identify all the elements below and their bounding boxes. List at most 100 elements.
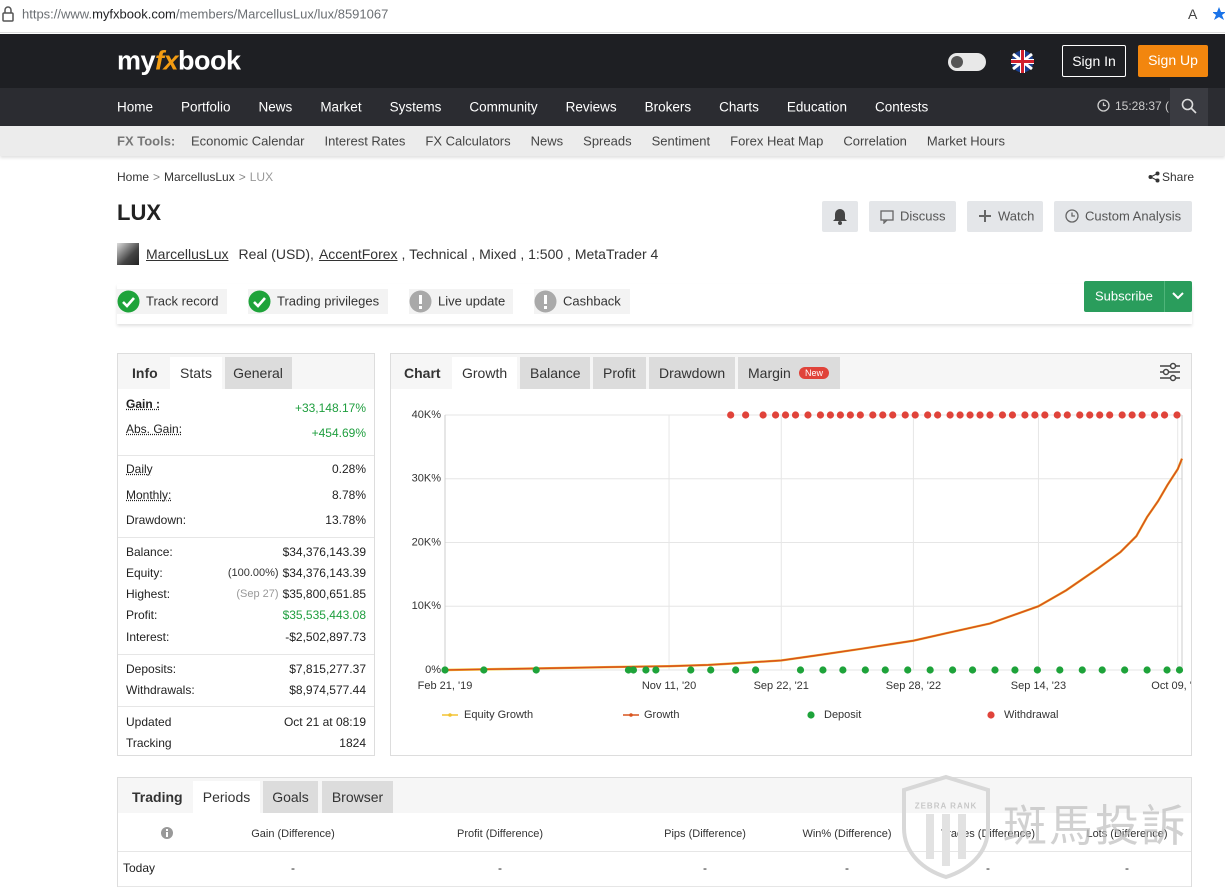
owner-avatar [117, 243, 139, 265]
periods-tab[interactable]: Goals [272, 789, 309, 805]
system-details: MarcellusLux Real (USD), AccentForex, Tech… [146, 246, 658, 262]
event-dot [901, 411, 909, 419]
nav-item[interactable]: Portfolio [181, 99, 231, 115]
event-dot [1106, 411, 1114, 419]
legend-label[interactable]: Growth [644, 709, 679, 721]
chart-tab[interactable]: Growth [462, 365, 508, 381]
tool-link[interactable]: Correlation [843, 133, 907, 149]
event-dot [881, 666, 889, 674]
tool-link[interactable]: FX Calculators [425, 133, 511, 149]
event-dot [1008, 411, 1017, 419]
legend-label[interactable]: Equity Growth [464, 709, 533, 721]
nav-item[interactable]: Home [117, 99, 154, 115]
sign-up-label[interactable]: Sign Up [1148, 52, 1198, 68]
event-dot [879, 411, 887, 419]
stat-label: Tracking [126, 736, 172, 750]
stat-number: $34,376,143.39 [282, 566, 366, 580]
sign-in-label[interactable]: Sign In [1072, 53, 1116, 69]
periods-tab[interactable]: Browser [331, 789, 384, 805]
periods-tab-bg[interactable] [263, 781, 318, 813]
event-dot [1128, 411, 1136, 419]
legend-label[interactable]: Withdrawal [1004, 709, 1058, 721]
chart-panel [390, 353, 1192, 756]
legend-label[interactable]: Deposit [824, 709, 861, 721]
chart-tab[interactable]: Profit [603, 365, 636, 381]
badge-label: Cashback [563, 293, 621, 309]
tool-link[interactable]: News [530, 133, 564, 149]
stat-number: $35,535,443.08 [282, 608, 366, 622]
stat-value: 8.78% [332, 488, 366, 502]
subscribe-button[interactable]: Subscribe [1084, 281, 1192, 312]
row-line [118, 851, 1191, 852]
watermark-text: 斑馬投訴 [1003, 802, 1187, 851]
tool-link[interactable]: Spreads [583, 133, 632, 149]
stats-tab-bg[interactable] [225, 357, 292, 389]
event-dot [796, 666, 805, 674]
nav-item[interactable]: Reviews [565, 99, 617, 115]
chart-tab-bg[interactable] [593, 357, 646, 389]
x-tick-label: Feb 21, '19 [418, 680, 473, 692]
action-label[interactable]: Custom Analysis [1085, 208, 1182, 224]
chart-tab-bg[interactable] [452, 357, 517, 389]
nav-item[interactable]: Systems [389, 99, 442, 115]
nav-bar [0, 88, 1225, 126]
nav-item[interactable]: Charts [719, 99, 759, 115]
event-dot [1160, 411, 1169, 419]
event-dot [1150, 411, 1159, 419]
owner-link[interactable]: MarcellusLux [146, 246, 229, 262]
badge-icon [248, 290, 271, 313]
event-dot [629, 666, 638, 674]
new-badge: New [798, 367, 830, 379]
breadcrumb-item[interactable]: Home [117, 170, 150, 184]
share[interactable]: Share [1162, 170, 1195, 184]
stat-number: $8,974,577.44 [289, 683, 366, 697]
event-dot [986, 411, 994, 419]
chart-tab[interactable]: Balance [530, 365, 581, 381]
periods-tab-bg[interactable] [322, 781, 393, 813]
stats-tab[interactable]: Info [132, 365, 158, 381]
watermark-brand: ZEBRA RANK [914, 801, 978, 811]
action-label[interactable]: Discuss [900, 208, 946, 224]
column-header: Gain (Difference) [251, 828, 335, 840]
stats-tab[interactable]: Stats [180, 365, 212, 381]
chart-tab[interactable]: Chart [404, 365, 441, 381]
nav-item[interactable]: Contests [874, 99, 929, 115]
tool-link[interactable]: Interest Rates [324, 133, 406, 149]
periods-tab[interactable]: Trading [132, 789, 183, 805]
nav-item[interactable]: News [258, 99, 293, 115]
logo[interactable]: myfxbook [117, 46, 241, 77]
tool-link[interactable]: Market Hours [926, 133, 1005, 149]
chart-tab[interactable]: Drawdown [659, 365, 726, 381]
nav-item[interactable]: Education [786, 99, 847, 115]
legend-marker [629, 713, 633, 717]
nav-item[interactable]: Brokers [644, 99, 692, 115]
event-dot [791, 411, 800, 419]
search-button[interactable] [1170, 88, 1208, 126]
stats-tab-bg[interactable] [170, 357, 222, 389]
broker-link[interactable]: AccentForex [318, 246, 398, 262]
stats-tab[interactable]: General [233, 365, 283, 381]
action-label[interactable]: Watch [998, 208, 1035, 224]
y-tick-label: 40K% [412, 409, 442, 421]
subscribe-label[interactable]: Subscribe [1095, 288, 1153, 304]
periods-tab[interactable]: Periods [202, 789, 251, 805]
breadcrumb-item[interactable]: MarcellusLux [164, 170, 235, 184]
stat-value: +33,148.17% [295, 401, 366, 415]
chart-tab-bg[interactable] [649, 357, 735, 389]
y-tick-label: 20K% [412, 536, 442, 548]
tool-link[interactable]: Forex Heat Map [730, 133, 824, 149]
nav-item[interactable]: Market [320, 99, 362, 115]
nav-item[interactable]: Community [469, 99, 538, 115]
periods-tab-bg[interactable] [193, 781, 260, 813]
chart-tab-bg[interactable] [520, 357, 590, 389]
event-dot [946, 411, 954, 419]
badge [248, 289, 388, 314]
legend-marker [448, 713, 452, 717]
chart-tab[interactable]: Margin [748, 365, 791, 381]
tool-link[interactable]: Sentiment [651, 133, 711, 149]
action-button[interactable] [869, 201, 956, 232]
sign-in[interactable]: Sign In [1062, 45, 1126, 77]
action-button[interactable] [1054, 201, 1192, 232]
sign-up[interactable]: Sign Up [1138, 45, 1208, 77]
tool-link[interactable]: Economic Calendar [191, 133, 305, 149]
